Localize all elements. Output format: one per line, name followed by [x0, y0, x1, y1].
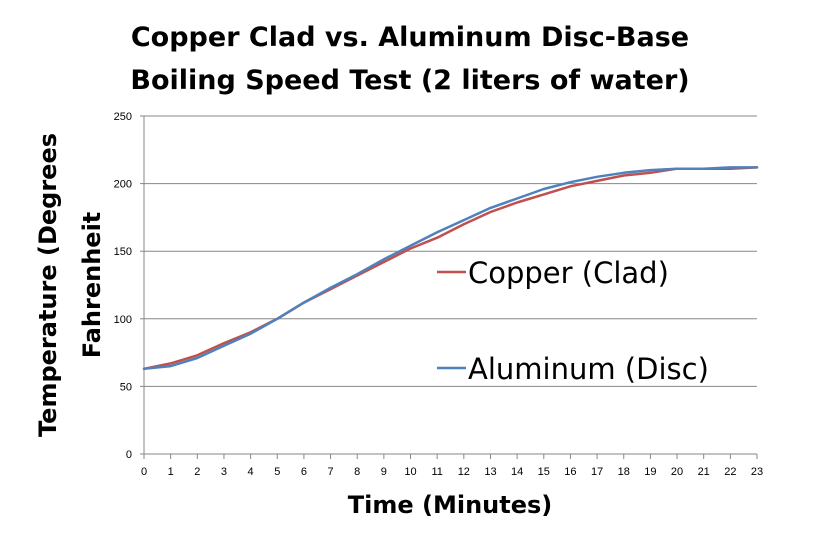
- x-tick-label: 19: [644, 466, 656, 478]
- x-tick-label: 5: [274, 466, 280, 478]
- data-series: [142, 166, 759, 371]
- chart-title-line-2: Boiling Speed Test (2 liters of water): [130, 65, 689, 96]
- x-tick-label: 2: [194, 466, 200, 478]
- series-line-copper: [142, 166, 759, 371]
- x-tick-label: 4: [248, 466, 254, 478]
- legend-label-copper: Copper (Clad): [468, 256, 669, 290]
- x-tick-label: 3: [221, 466, 227, 478]
- x-tick-label: 20: [671, 466, 683, 478]
- x-tick-label: 8: [354, 466, 360, 478]
- y-tick-label: 250: [114, 111, 132, 123]
- x-tick-label: 13: [484, 466, 496, 478]
- legend-label-aluminum: Aluminum (Disc): [468, 352, 709, 386]
- x-tick-label: 12: [458, 466, 470, 478]
- x-tick-label: 16: [564, 466, 576, 478]
- chart-title-line-1: Copper Clad vs. Aluminum Disc-Base: [131, 22, 689, 53]
- y-tick-labels: 0 50 100 150 200 250: [114, 111, 132, 461]
- x-tick-label: 1: [168, 466, 174, 478]
- series-line-aluminum: [142, 166, 759, 371]
- y-axis-title-line-1: Temperature (Degrees: [34, 133, 62, 437]
- x-tick-label: 11: [431, 466, 442, 478]
- gridlines: [144, 115, 757, 387]
- x-tick-label: 23: [751, 466, 763, 478]
- x-tick-label: 14: [511, 466, 523, 478]
- x-tick-label: 22: [724, 466, 736, 478]
- y-tick-label: 200: [114, 179, 132, 191]
- axes: [140, 115, 758, 459]
- x-tick-label: 6: [301, 466, 307, 478]
- x-tick-label: 15: [538, 466, 550, 478]
- y-tick-label: 50: [120, 381, 132, 393]
- x-tick-label: 7: [328, 466, 334, 478]
- x-axis-title: Time (Minutes): [348, 491, 553, 519]
- x-tick-label: 0: [141, 466, 147, 478]
- y-axis-title-line-2: Fahrenheit: [78, 212, 106, 359]
- y-axis-title: Temperature (Degrees Fahrenheit: [34, 133, 106, 437]
- chart-title: Copper Clad vs. Aluminum Disc-Base Boili…: [130, 22, 689, 96]
- y-tick-label: 150: [114, 246, 132, 258]
- x-tick-label: 18: [618, 466, 630, 478]
- x-tick-label: 17: [591, 466, 603, 478]
- x-tick-label: 9: [381, 466, 387, 478]
- legend: Copper (Clad) Aluminum (Disc): [437, 256, 709, 386]
- x-tick-label: 21: [698, 466, 710, 478]
- x-tick-labels: 0 1 2 3 4 5 6 7 8 9 10 11 12 13 14 15 16 17 18 19 20 21 22 23: [141, 466, 763, 478]
- x-tick-label: 10: [404, 466, 416, 478]
- y-tick-label: 100: [114, 314, 132, 326]
- y-tick-label: 0: [126, 449, 132, 461]
